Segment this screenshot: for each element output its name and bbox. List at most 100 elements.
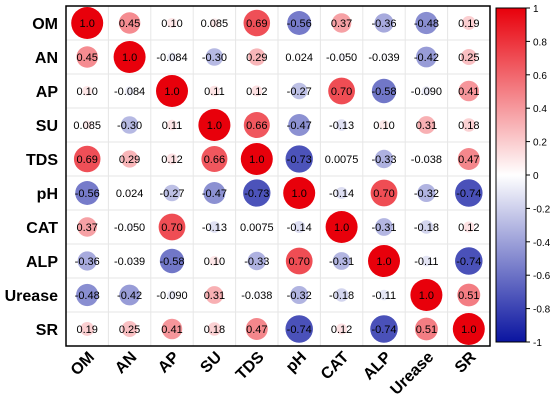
- corr-value-AP-SR: 0.41: [458, 86, 479, 98]
- corr-circle-TDS-Urease: [423, 155, 430, 163]
- corr-circle-SU-Urease: [417, 116, 436, 134]
- corr-value-AP-ALP: -0.58: [371, 86, 396, 98]
- corr-circle-SR-Urease: [414, 317, 438, 341]
- corr-value-ALP-Urease: -0.11: [414, 256, 438, 268]
- corr-circle-AP-ALP: [371, 78, 397, 104]
- corr-circle-CAT-AP: [158, 213, 186, 241]
- corr-value-OM-pH: -0.56: [287, 18, 312, 30]
- corr-circle-TDS-pH: [285, 145, 313, 173]
- corr-circle-AN-SR: [460, 49, 477, 65]
- colorbar-tick-label: 1: [533, 4, 539, 15]
- corr-circle-CAT-pH: [293, 221, 306, 233]
- corr-value-AN-ALP: -0.039: [368, 52, 399, 64]
- value-label-layer: 1.0 0.45 0.10 0.085 0.69 -0.56 0.37 -0.36 -0.48 0…: [73, 18, 481, 336]
- corr-circle-Urease-SU: [205, 286, 224, 304]
- corr-value-SR-CAT: 0.12: [331, 324, 352, 336]
- corr-circle-TDS-AN: [120, 150, 139, 168]
- corr-value-CAT-SR: 0.12: [458, 222, 479, 234]
- corr-value-Urease-ALP: -0.11: [372, 290, 396, 302]
- corr-value-SU-CAT: -0.13: [329, 120, 354, 132]
- corr-value-pH-AN: 0.024: [116, 188, 144, 200]
- corr-value-AN-AP: -0.084: [156, 52, 187, 64]
- corr-value-AP-SU: 0.11: [204, 86, 225, 98]
- corr-circle-ALP-AN: [126, 257, 133, 265]
- y-label-TDS: TDS: [26, 152, 58, 169]
- corr-circle-Urease-SR: [457, 283, 481, 307]
- corr-circle-CAT-CAT: [325, 211, 358, 243]
- y-label-ALP: ALP: [26, 254, 58, 271]
- y-label-SU: SU: [36, 118, 58, 135]
- corr-value-pH-SR: -0.74: [456, 188, 481, 200]
- x-label-SR: SR: [452, 348, 480, 376]
- corr-value-SU-SU: 1.0: [207, 120, 222, 132]
- corr-value-AP-Urease: -0.090: [411, 86, 442, 98]
- corr-circle-pH-ALP: [370, 179, 398, 207]
- corr-circle-Urease-Urease: [410, 279, 443, 311]
- corr-value-ALP-AN: -0.039: [114, 256, 145, 268]
- corr-value-AN-TDS: 0.29: [246, 52, 267, 64]
- corr-circle-OM-AN: [118, 12, 141, 34]
- corr-circle-TDS-ALP: [374, 149, 394, 169]
- corr-value-SU-OM: 0.085: [73, 120, 101, 132]
- corr-value-AP-pH: -0.27: [287, 86, 312, 98]
- corr-value-CAT-Urease: -0.18: [414, 222, 439, 234]
- corr-circle-pH-AN: [127, 190, 133, 196]
- corr-circle-ALP-SR: [455, 247, 483, 275]
- corr-value-Urease-SR: 0.51: [458, 290, 479, 302]
- corr-circle-ALP-CAT: [332, 252, 351, 270]
- corr-circle-Urease-AN: [119, 284, 140, 306]
- corr-circle-SR-CAT: [336, 323, 348, 335]
- x-label-TDS: TDS: [233, 349, 268, 384]
- colorbar: 1 0.8 0.6 0.4 0.2 0 -0.2 -0.4 -0.6 -0.8 -1: [495, 4, 550, 349]
- corr-circle-ALP-OM: [77, 251, 97, 271]
- circle-layer: [71, 7, 485, 345]
- corr-value-SU-AN: -0.30: [117, 120, 142, 132]
- corr-value-SU-Urease: 0.31: [416, 120, 437, 132]
- corr-value-CAT-pH: -0.14: [287, 222, 312, 234]
- y-label-pH: pH: [37, 186, 58, 203]
- corr-circle-Urease-AP: [167, 290, 177, 300]
- corr-circle-ALP-Urease: [421, 255, 432, 267]
- corr-circle-CAT-Urease: [419, 220, 434, 234]
- corr-value-TDS-SU: 0.66: [204, 154, 225, 166]
- y-label-AP: AP: [36, 84, 59, 101]
- corr-value-SU-TDS: 0.66: [246, 120, 267, 132]
- corr-circle-SU-CAT: [335, 119, 348, 131]
- corr-circle-SU-OM: [82, 120, 92, 130]
- corr-value-SR-AN: 0.25: [119, 324, 140, 336]
- corr-value-Urease-SU: 0.31: [204, 290, 225, 302]
- x-label-AP: AP: [155, 349, 183, 377]
- corr-value-OM-TDS: 0.69: [246, 18, 267, 30]
- corr-value-AP-OM: 0.10: [76, 86, 97, 98]
- corr-circle-AP-SR: [458, 80, 480, 102]
- corr-value-OM-Urease: -0.48: [414, 18, 439, 30]
- corr-value-Urease-pH: -0.32: [287, 290, 312, 302]
- corr-value-pH-pH: 1.0: [292, 188, 307, 200]
- corr-circle-pH-CAT: [335, 187, 348, 199]
- corr-circle-ALP-ALP: [368, 245, 400, 277]
- corr-value-ALP-TDS: -0.33: [244, 256, 269, 268]
- corr-value-TDS-TDS: 1.0: [249, 154, 264, 166]
- corr-value-AP-AN: -0.084: [114, 86, 145, 98]
- corr-circle-SR-AP: [161, 318, 183, 340]
- corr-value-TDS-AP: 0.12: [161, 154, 182, 166]
- corr-value-SR-AP: 0.41: [161, 324, 182, 336]
- colorbar-gradient: [495, 7, 527, 343]
- corr-circle-SR-AN: [121, 321, 138, 337]
- corr-circle-SU-TDS: [243, 112, 270, 138]
- corr-circle-OM-CAT: [331, 13, 352, 33]
- corr-value-ALP-SR: -0.74: [456, 256, 481, 268]
- corr-circle-SR-OM: [80, 322, 95, 336]
- corr-circle-AN-ALP: [380, 53, 388, 61]
- x-label-pH: pH: [283, 349, 310, 376]
- corr-circle-OM-Urease: [415, 11, 438, 35]
- corr-value-SR-OM: 0.19: [76, 324, 97, 336]
- corr-circle-AP-AP: [156, 75, 188, 107]
- corr-circle-Urease-pH: [290, 285, 309, 305]
- corr-circle-Urease-CAT: [334, 288, 349, 302]
- corr-value-SR-ALP: -0.74: [371, 324, 396, 336]
- corr-circle-TDS-CAT: [340, 157, 343, 161]
- corr-circle-Urease-ALP: [378, 289, 390, 301]
- corr-circle-AN-CAT: [338, 53, 346, 61]
